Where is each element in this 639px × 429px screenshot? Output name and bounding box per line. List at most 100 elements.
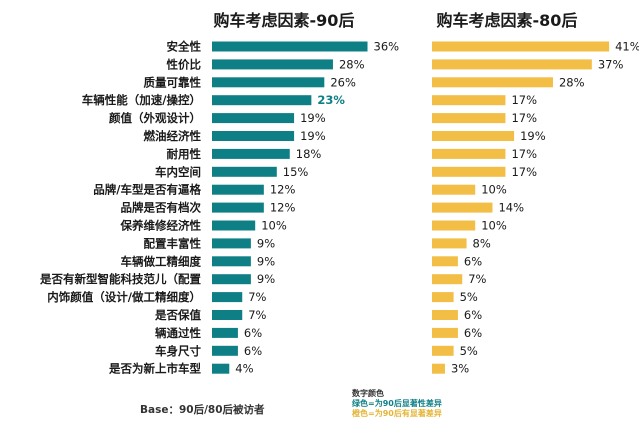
value-label-80: 17% (511, 165, 537, 179)
value-label-80: 41% (615, 40, 639, 54)
value-label-90: 18% (296, 147, 322, 161)
bar-80 (432, 292, 454, 303)
category-label: 品牌是否有档次 (121, 201, 202, 215)
category-label: 燃油经济性 (143, 129, 202, 143)
legend-title: 数字颜色 (352, 389, 384, 398)
value-label-90: 9% (257, 254, 275, 268)
bar-90 (212, 220, 256, 231)
bar-90 (212, 202, 264, 213)
bar-90 (212, 95, 312, 106)
value-label-90: 19% (300, 111, 326, 125)
bar-80 (432, 220, 476, 231)
bar-80 (432, 238, 467, 249)
bar-90 (212, 292, 243, 303)
bar-80 (432, 274, 463, 285)
category-label: 颜值（外观设计） (109, 111, 201, 125)
bar-80 (432, 77, 553, 88)
bar-80 (432, 202, 493, 213)
category-label: 耐用性 (167, 147, 202, 161)
bar-90 (212, 238, 251, 249)
value-label-90: 12% (270, 201, 296, 215)
value-label-90: 28% (339, 57, 365, 71)
legend-green: 绿色=为90后显著性差异 (352, 399, 442, 408)
value-label-90: 9% (257, 236, 275, 250)
value-label-90: 7% (248, 308, 266, 322)
bar-80 (432, 95, 506, 106)
base-note: Base：90后/80后被访者 (140, 404, 265, 416)
category-label: 安全性 (167, 40, 202, 54)
value-label-80: 6% (464, 326, 482, 340)
bar-80 (432, 166, 506, 177)
bar-80 (432, 148, 506, 159)
bar-80 (432, 310, 458, 320)
bar-80 (432, 327, 458, 338)
value-label-90: 19% (300, 129, 326, 143)
bar-90 (212, 113, 295, 124)
value-label-90: 6% (244, 344, 262, 358)
category-label: 质量可靠性 (144, 75, 202, 89)
bar-80 (432, 41, 610, 52)
bar-90 (212, 274, 251, 285)
value-label-80: 10% (481, 219, 507, 233)
value-label-90: 4% (235, 362, 253, 376)
bar-80 (432, 113, 506, 124)
category-label: 保养维修经济性 (120, 219, 202, 233)
value-label-80: 37% (598, 57, 624, 71)
bar-90 (212, 345, 238, 356)
value-label-90: 15% (283, 165, 309, 179)
value-label-80: 10% (481, 183, 507, 197)
series-80-bars: 41% 37% 28% 17% 17% 19% 17% 17% 10% 14% 10% 8% 6% 7% 5… (432, 40, 639, 376)
bar-90 (212, 77, 325, 88)
bar-90 (212, 131, 295, 141)
value-label-80: 5% (460, 344, 478, 358)
legend-yellow: 橙色=为90后有显著差异 (352, 409, 442, 418)
color-legend: 数字颜色 绿色=为90后显著性差异 橙色=为90后有显著差异 (352, 389, 442, 419)
value-label-80: 6% (464, 254, 482, 268)
value-label-80: 8% (473, 236, 491, 250)
bar-90 (212, 184, 264, 195)
category-label: 车身尺寸 (155, 344, 201, 358)
bar-90 (212, 256, 251, 267)
chart-title-80: 购车考虑因素-80后 (437, 11, 578, 30)
value-label-80: 6% (464, 308, 482, 322)
category-label: 内饰颜值（设计/做工精细度） (47, 290, 201, 304)
category-label: 车内空间 (155, 165, 201, 179)
value-label-90: 23% (317, 93, 345, 107)
value-label-80: 14% (498, 201, 524, 215)
value-label-80: 19% (520, 129, 546, 143)
category-label: 是否保值 (154, 308, 201, 322)
bar-80 (432, 184, 476, 195)
value-label-80: 5% (460, 290, 478, 304)
value-label-80: 3% (451, 362, 469, 376)
category-label: 是否有新型智能科技范儿（配置 (39, 272, 201, 286)
category-label: 车辆做工精细度 (121, 254, 202, 268)
value-label-80: 28% (559, 75, 585, 89)
bar-90 (212, 310, 243, 320)
value-label-90: 7% (248, 290, 266, 304)
value-label-90: 26% (330, 75, 356, 89)
value-label-90: 10% (261, 219, 287, 233)
value-label-80: 7% (468, 272, 486, 286)
bar-90 (212, 327, 238, 338)
value-label-90: 36% (374, 40, 400, 54)
bar-80 (432, 131, 515, 141)
value-label-90: 9% (257, 272, 275, 286)
chart-title-90: 购车考虑因素-90后 (214, 11, 355, 30)
value-label-80: 17% (511, 111, 537, 125)
bar-90 (212, 148, 290, 159)
category-label: 性价比 (167, 57, 202, 71)
value-label-90: 12% (270, 183, 296, 197)
bar-90 (212, 59, 333, 70)
value-label-90: 6% (244, 326, 262, 340)
category-label: 车辆性能（加速/操控） (82, 93, 201, 107)
series-90-bars: 36% 28% 26% 23% 19% 19% 18% 15% 12% 12% 10% 9% 9% 9% 7… (212, 40, 399, 376)
value-label-80: 17% (511, 93, 537, 107)
category-label: 配置丰富性 (144, 236, 202, 250)
bar-90 (212, 363, 230, 374)
bar-90 (212, 41, 368, 52)
category-label: 辆通过性 (155, 326, 201, 340)
bar-80 (432, 363, 445, 374)
category-label: 品牌/车型是否有逼格 (93, 183, 201, 197)
